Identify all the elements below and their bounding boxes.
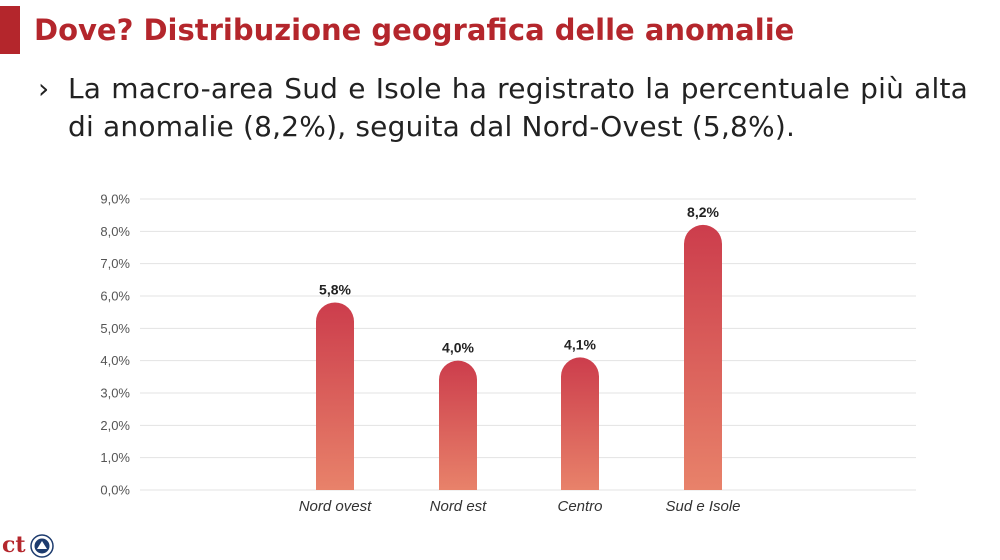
- y-tick-label: 3,0%: [100, 386, 130, 401]
- data-labels: 5,8% 4,0% 4,1% 8,2%: [319, 204, 719, 356]
- bullet-chevron-icon: ›: [38, 72, 50, 105]
- y-tick-label: 2,0%: [100, 418, 130, 433]
- bar-value-label: 4,1%: [564, 336, 596, 352]
- bullet-text: La macro-area Sud e Isole ha registrato …: [68, 72, 968, 143]
- x-axis-categories: Nord ovest Nord est Centro Sud e Isole: [299, 498, 741, 515]
- bar: [684, 224, 722, 490]
- y-tick-label: 4,0%: [100, 353, 130, 368]
- slide-title: Dove? Distribuzione geografica delle ano…: [34, 13, 795, 47]
- bullet-point: › La macro-area Sud e Isole ha registrat…: [38, 70, 968, 146]
- y-tick-label: 7,0%: [100, 256, 130, 271]
- bar: [316, 302, 354, 490]
- y-tick-label: 0,0%: [100, 483, 130, 498]
- title-accent-bar: [0, 6, 20, 54]
- y-axis-ticks: 0,0% 1,0% 2,0% 3,0% 4,0% 5,0% 6,0% 7,0% 8,0% 9,0%: [100, 192, 130, 498]
- logo-mark: ct: [2, 532, 26, 558]
- bar-series: [316, 224, 722, 490]
- bar: [439, 360, 477, 490]
- x-category-label: Sud e Isole: [665, 498, 740, 515]
- bar-value-label: 5,8%: [319, 281, 351, 297]
- y-tick-label: 8,0%: [100, 224, 130, 239]
- company-logo: ct: [2, 530, 54, 558]
- bar-value-label: 4,0%: [442, 340, 474, 356]
- y-tick-label: 6,0%: [100, 289, 130, 304]
- y-tick-label: 5,0%: [100, 321, 130, 336]
- x-category-label: Nord est: [430, 498, 488, 515]
- x-category-label: Centro: [557, 498, 602, 515]
- chart-grid: [140, 198, 916, 491]
- seal-icon: [29, 534, 54, 558]
- y-tick-label: 9,0%: [100, 192, 130, 207]
- bar: [561, 357, 599, 490]
- y-tick-label: 1,0%: [100, 450, 130, 465]
- bar-value-label: 8,2%: [687, 204, 719, 220]
- x-category-label: Nord ovest: [299, 498, 372, 515]
